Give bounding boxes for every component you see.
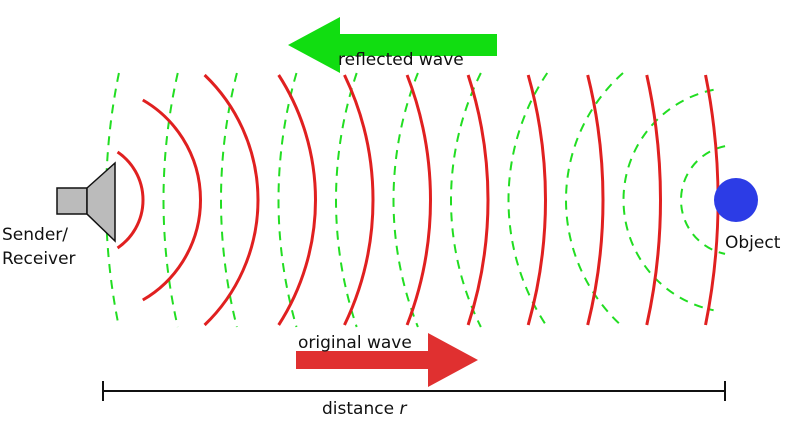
original-wavefront — [466, 74, 490, 326]
original-wavefront — [526, 74, 547, 326]
reflected-wave-arrow — [288, 17, 497, 73]
object-label: Object — [725, 233, 781, 253]
original-wavefront — [645, 74, 662, 326]
reflected-wave-label: reflected wave — [338, 50, 464, 70]
reflected-wavefronts — [105, 72, 726, 328]
reflected-wavefront — [277, 72, 298, 328]
reflected-wavefront — [565, 72, 624, 328]
original-wavefront — [277, 74, 317, 326]
reflected-wavefront — [220, 72, 238, 328]
sender-label-line1: Sender/ — [2, 225, 68, 245]
original-wavefront — [405, 74, 432, 326]
original-wavefront — [343, 74, 375, 326]
reflected-wavefront — [450, 72, 482, 328]
original-wavefront — [203, 73, 260, 327]
sender-label-line2: Receiver — [2, 249, 76, 269]
distance-bar — [102, 381, 726, 401]
speaker-icon — [56, 161, 116, 243]
original-wavefront — [142, 98, 202, 302]
reflected-wavefront — [105, 72, 120, 328]
original-wavefront — [586, 74, 605, 326]
original-wave-label: original wave — [298, 333, 412, 353]
reflected-wavefront — [335, 72, 358, 328]
reflected-wavefront — [680, 145, 726, 255]
original-wavefronts — [116, 73, 720, 327]
reflected-wavefront — [622, 88, 714, 312]
original-wave-arrow — [296, 333, 478, 387]
reflected-wavefront — [162, 72, 179, 328]
reflected-wavefront — [507, 72, 549, 328]
reflected-wavefront — [392, 72, 419, 328]
object-icon — [714, 178, 758, 222]
distance-label: distance r — [322, 399, 407, 419]
original-wavefront — [116, 150, 145, 250]
